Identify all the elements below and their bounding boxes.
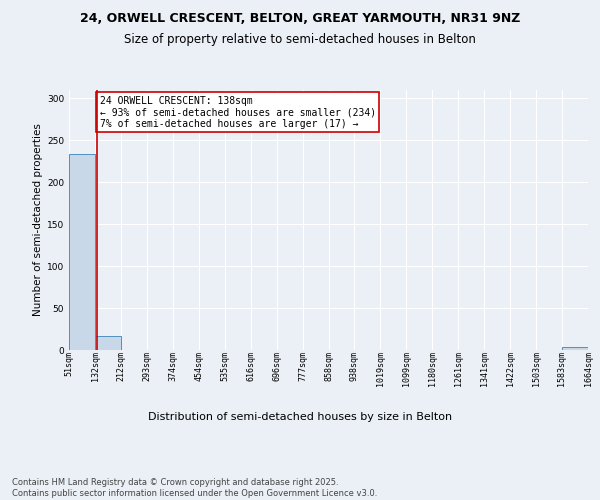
Bar <box>562 348 588 350</box>
Bar <box>95 336 121 350</box>
Text: 24 ORWELL CRESCENT: 138sqm
← 93% of semi-detached houses are smaller (234)
7% of: 24 ORWELL CRESCENT: 138sqm ← 93% of semi… <box>100 96 376 129</box>
Text: 24, ORWELL CRESCENT, BELTON, GREAT YARMOUTH, NR31 9NZ: 24, ORWELL CRESCENT, BELTON, GREAT YARMO… <box>80 12 520 26</box>
Text: Distribution of semi-detached houses by size in Belton: Distribution of semi-detached houses by … <box>148 412 452 422</box>
Y-axis label: Number of semi-detached properties: Number of semi-detached properties <box>33 124 43 316</box>
Text: Contains HM Land Registry data © Crown copyright and database right 2025.
Contai: Contains HM Land Registry data © Crown c… <box>12 478 377 498</box>
Text: Size of property relative to semi-detached houses in Belton: Size of property relative to semi-detach… <box>124 32 476 46</box>
Bar <box>69 154 95 350</box>
